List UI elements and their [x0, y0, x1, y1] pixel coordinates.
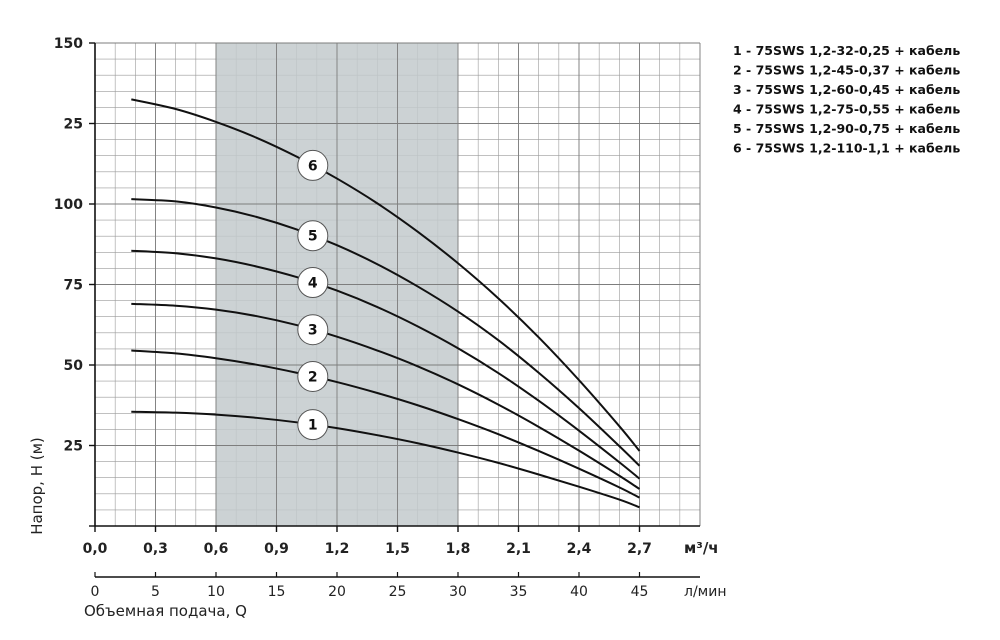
x2-tick-label: 45	[631, 584, 649, 600]
y-tick-label: 100	[54, 197, 83, 213]
curve-marker-6	[297, 149, 329, 181]
curve-2	[131, 349, 640, 499]
x2-tick-label: 15	[268, 584, 286, 600]
x-tick-label: 0,0	[83, 541, 108, 557]
curve-markers: 1 2 3 4 5 6	[297, 149, 329, 441]
x2-tick-label: 10	[207, 584, 225, 600]
curve-marker-5	[297, 220, 329, 252]
curve-6	[131, 98, 641, 452]
curve-marker-3	[297, 314, 329, 346]
y-tick-label: 25	[64, 117, 83, 133]
legend-entry-5: 5 - 75SWS 1,2-90-0,75 + кабель	[733, 121, 960, 136]
y-tick-label: 25	[64, 439, 83, 455]
x2-tick-labels: 0 5 10 15 20 25 30 35 40 45	[91, 572, 649, 600]
curve-marker-label-2: 2	[308, 369, 318, 385]
legend-entry-2: 2 - 75SWS 1,2-45-0,37 + кабель	[733, 63, 960, 78]
x-tick-label: 0,9	[264, 541, 289, 557]
curve-marker-1	[297, 409, 329, 441]
x2-tick-label: 0	[91, 584, 100, 600]
x-tick-label: 1,2	[325, 541, 350, 557]
x2-tick-label: 35	[510, 584, 528, 600]
curve-5	[131, 198, 641, 467]
y-tick-label: 150	[54, 36, 83, 52]
x-tick-label: 2,1	[506, 541, 531, 557]
x2-tick-label: 5	[151, 584, 160, 600]
x-axis-unit-label: м³/ч	[684, 539, 719, 557]
x2-tick-label: 40	[570, 584, 588, 600]
curve-marker-label-5: 5	[308, 229, 318, 245]
legend-entry-3: 3 - 75SWS 1,2-60-0,45 + кабель	[733, 82, 960, 97]
x2-axis-unit-label: л/мин	[684, 584, 726, 600]
curve-marker-label-1: 1	[308, 418, 318, 434]
x-tick-labels: 0,0 0,3 0,6 0,9 1,2 1,5 1,8 2,1 2,4 2,7	[83, 526, 652, 557]
curve-4	[131, 249, 641, 480]
x-tick-label: 0,6	[204, 541, 229, 557]
curve-1	[131, 410, 640, 509]
curve-marker-label-4: 4	[308, 276, 318, 292]
x2-tick-label: 25	[389, 584, 407, 600]
x-tick-label: 0,3	[143, 541, 168, 557]
curve-marker-2	[297, 360, 329, 392]
x-axis-label: Объемная подача, Q	[84, 602, 247, 620]
curve-marker-label-3: 3	[308, 323, 318, 339]
x-tick-label: 2,7	[627, 541, 652, 557]
curve-marker-label-6: 6	[308, 158, 318, 174]
x-tick-label: 1,8	[446, 541, 471, 557]
curve-marker-4	[297, 267, 329, 299]
y-axis-label: Напор, H (м)	[28, 437, 46, 535]
x2-tick-label: 20	[328, 584, 346, 600]
x-tick-label: 2,4	[567, 541, 592, 557]
curves	[131, 98, 641, 509]
curve-3	[131, 302, 641, 490]
y-tick-labels: 25 50 75 100 25 150	[54, 36, 95, 527]
y-tick-label: 50	[64, 358, 84, 374]
legend-entry-6: 6 - 75SWS 1,2-110-1,1 + кабель	[733, 141, 960, 156]
y-tick-label: 75	[64, 278, 83, 294]
x-tick-label: 1,5	[385, 541, 410, 557]
legend-entry-4: 4 - 75SWS 1,2-75-0,55 + кабель	[733, 102, 960, 117]
legend-entry-1: 1 - 75SWS 1,2-32-0,25 + кабель	[733, 43, 960, 58]
x2-tick-label: 30	[449, 584, 467, 600]
legend: 1 - 75SWS 1,2-32-0,25 + кабель 2 - 75SWS …	[733, 43, 960, 156]
